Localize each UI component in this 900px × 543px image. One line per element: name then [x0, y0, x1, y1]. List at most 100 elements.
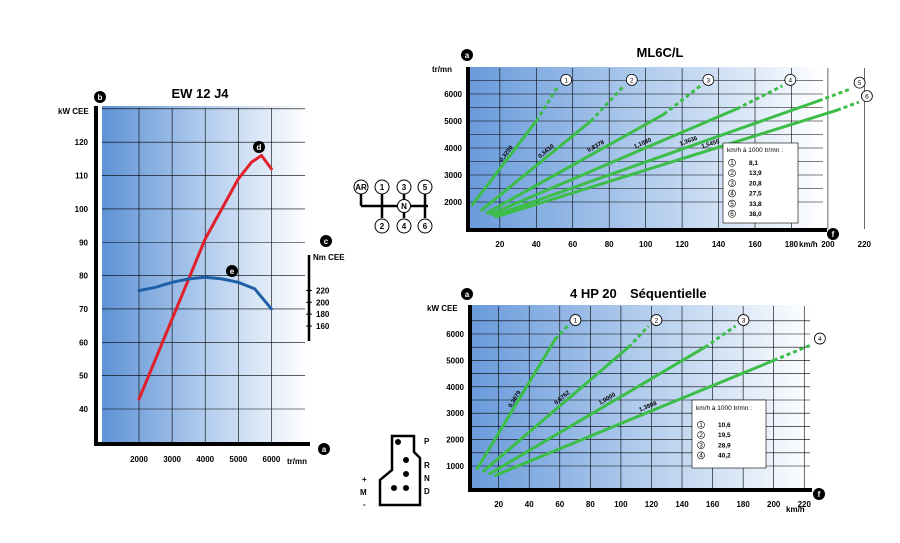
gate-label-p: P: [424, 437, 430, 446]
aut-legend-value: 10,6: [718, 422, 731, 429]
engine-y-tick: 90: [79, 238, 88, 247]
man-legend-value: 38,0: [749, 211, 762, 218]
manual-y-tick-labels: 2000 3000 4000 5000 6000: [444, 90, 462, 207]
shift-n-circle: [397, 199, 411, 213]
gate-label-r: R: [424, 461, 430, 470]
man-legend-value: 20,8: [749, 180, 762, 187]
aut-legend-gear: 2: [699, 432, 703, 439]
auto-legend-rows: 1 10,6 2 19,5 3 28,9 4 40,2: [697, 420, 731, 460]
manual-x-unit: km/h: [799, 240, 818, 249]
engine-x-tick: 3000: [163, 455, 181, 464]
aut-series-1: [475, 337, 557, 471]
aut-x-tick: 20: [494, 500, 503, 509]
shift-n: N: [401, 202, 407, 211]
aut-legend-gear-circle: [697, 441, 705, 450]
manual-badge-a: [461, 49, 473, 61]
aut-legend-value: 19,5: [718, 432, 731, 439]
auto-y-tick-labels: 1000 2000 3000 4000 5000 6000: [446, 330, 464, 471]
aut-legend-value: 28,9: [718, 442, 731, 449]
man-legend-gear-circle: [728, 189, 736, 198]
shift-3: 3: [402, 183, 407, 192]
auto-badge-f: [813, 488, 825, 500]
aut-series-4: [494, 358, 776, 477]
aut-series-2-extension: [627, 325, 650, 349]
aut-legend-gear: 4: [699, 453, 703, 460]
auto-gear-labels: 1 2 3 4: [569, 314, 826, 345]
man-series-3: [485, 112, 666, 215]
badge-b: [94, 91, 106, 103]
man-series-3-extension: [662, 84, 702, 116]
man-y-tick: 2000: [444, 198, 462, 207]
aut-series-3-extension: [704, 324, 737, 349]
shift-2-circle: [374, 218, 390, 234]
man-legend-gear-circle: [728, 159, 736, 167]
engine-x-tick: 6000: [263, 455, 281, 464]
curve-marker-d-label: d: [257, 143, 262, 152]
gate-dot-r: [403, 457, 409, 463]
auto-chart: 4 HP 20 Séquentielle a kW CEE 1000 2000 30…: [427, 286, 826, 514]
engine-y-tick: 50: [79, 372, 88, 381]
man-gear-badge: [702, 74, 715, 86]
aut-x-tick: 160: [706, 500, 720, 509]
man-legend-gear: 4: [730, 191, 734, 198]
man-y-tick: 4000: [444, 144, 462, 153]
engine-x-tick: 4000: [196, 455, 214, 464]
engine-torque-tick-label: 160: [316, 322, 330, 331]
auto-x-tick-labels: 20 40 60 80 100 120 140 160 180 200 220: [494, 500, 811, 509]
shift-1: 1: [380, 183, 385, 192]
aut-series-1-extension: [554, 325, 569, 341]
manual-badge-f-label: f: [832, 230, 835, 239]
auto-title-bold: Séquentielle: [630, 286, 707, 301]
engine-x-unit: tr/mn: [287, 457, 307, 466]
engine-x-tick-labels: 2000 3000 4000 5000 6000: [130, 455, 281, 464]
man-x-tick: 200: [821, 240, 835, 249]
engine-y-tick: 40: [79, 405, 88, 414]
man-series-5-extension: [818, 87, 853, 103]
man-legend-value: 27,5: [749, 191, 762, 198]
gate-label-d: D: [424, 487, 430, 496]
manual-chart: ML6C/L a tr/mn 2000 3000 4000 5000 6000 20 40…: [432, 45, 873, 249]
badge-c: [320, 235, 332, 247]
aut-y-tick: 3000: [446, 409, 464, 418]
man-gear-badge-label: 1: [564, 77, 568, 84]
man-legend-value: 8,1: [749, 160, 758, 167]
auto-legend-title: km/h à 1000 tr/mn :: [696, 405, 752, 412]
aut-x-tick: 40: [525, 500, 534, 509]
man-series-6: [494, 108, 839, 219]
engine-x-tick: 2000: [130, 455, 148, 464]
manual-gear-labels: 1 2 3 4 56: [560, 74, 873, 102]
gate-dot-p: [395, 439, 401, 445]
aut-y-tick: 2000: [446, 436, 464, 445]
man-legend-gear-circle: [728, 169, 736, 177]
man-ratio-label: 1,5455: [701, 139, 721, 150]
man-legend-gear: 3: [730, 180, 734, 187]
curve-marker-e: [226, 265, 238, 277]
gate-label-n: N: [424, 474, 430, 483]
engine-torque-tick-label: 200: [316, 298, 330, 307]
man-gear-badge-label: 4: [789, 77, 793, 84]
engine-y-tick: 120: [75, 138, 89, 147]
man-x-tick: 180: [785, 240, 799, 249]
man-gear-badge: [860, 90, 873, 102]
aut-gear-badge-label: 1: [574, 318, 578, 325]
man-legend-gear-circle: [728, 210, 736, 218]
aut-gear-badge: [737, 314, 750, 326]
shift-5-circle: [417, 179, 433, 195]
shift-5: 5: [423, 183, 428, 192]
man-legend-gear: 2: [730, 170, 734, 177]
aut-gear-badge: [569, 314, 582, 326]
engine-y-tick: 60: [79, 338, 88, 347]
man-series-4: [489, 107, 739, 216]
badge-b-label: b: [98, 93, 103, 102]
aut-gear-badge: [814, 332, 826, 345]
man-x-tick: 20: [495, 240, 504, 249]
engine-x-tick: 5000: [229, 455, 247, 464]
aut-x-tick: 140: [675, 500, 689, 509]
manual-badge-f: [827, 228, 839, 240]
engine-torque-axis-label: Nm CEE: [313, 253, 345, 262]
man-legend-value: 13,9: [749, 170, 762, 177]
man-y-tick: 5000: [444, 117, 462, 126]
shift-6-circle: [417, 218, 433, 234]
man-x-tick: 140: [712, 240, 726, 249]
manual-shift-pattern: AR 1 3 5 N 2 4 6: [353, 179, 433, 234]
